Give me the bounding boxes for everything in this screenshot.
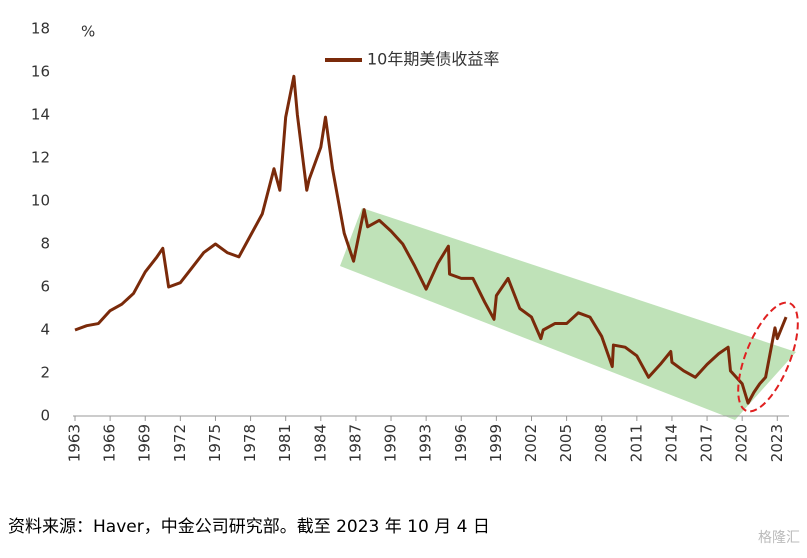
x-tick-label: 2023 [768, 424, 786, 462]
source-note: 资料来源：Haver，中金公司研究部。截至 2023 年 10 月 4 日 [8, 517, 490, 537]
x-tick-label: 1972 [171, 424, 189, 462]
x-tick-label: 2020 [733, 424, 751, 462]
unit-label: % [81, 23, 95, 41]
x-tick-label: 1996 [452, 424, 470, 462]
x-tick-label: 1966 [101, 424, 119, 462]
y-tick-label: 6 [40, 278, 50, 296]
y-tick-label: 12 [31, 149, 50, 167]
x-tick-label: 1993 [417, 424, 435, 462]
y-tick-label: 10 [31, 192, 50, 210]
x-tick-label: 2002 [522, 424, 540, 462]
x-tick-label: 1990 [382, 424, 400, 462]
x-tick-label: 2017 [698, 424, 716, 462]
x-tick-label: 1987 [346, 424, 364, 462]
x-tick-label: 2005 [557, 424, 575, 462]
trend-band [340, 208, 796, 420]
y-tick-label: 0 [40, 407, 50, 425]
y-tick-label: 18 [31, 20, 50, 38]
x-tick-label: 2011 [627, 424, 645, 462]
legend-label: 10年期美债收益率 [367, 50, 499, 69]
x-tick-label: 1975 [206, 424, 224, 462]
x-tick-label: 1981 [276, 424, 294, 462]
y-tick-label: 4 [40, 321, 50, 339]
x-tick-label: 2014 [662, 424, 680, 462]
x-tick-label: 1963 [66, 424, 84, 462]
x-tick-label: 1984 [311, 424, 329, 462]
y-tick-label: 14 [31, 106, 50, 124]
watermark: 格隆汇 [758, 530, 800, 546]
x-tick-label: 1978 [241, 424, 259, 462]
x-tick-label: 2008 [592, 424, 610, 462]
x-tick-label: 1969 [136, 424, 154, 462]
y-tick-label: 8 [40, 235, 50, 253]
x-tick-label: 1999 [487, 424, 505, 462]
y-tick-label: 16 [31, 63, 50, 81]
series-line [74, 74, 788, 405]
y-tick-label: 2 [40, 364, 50, 382]
